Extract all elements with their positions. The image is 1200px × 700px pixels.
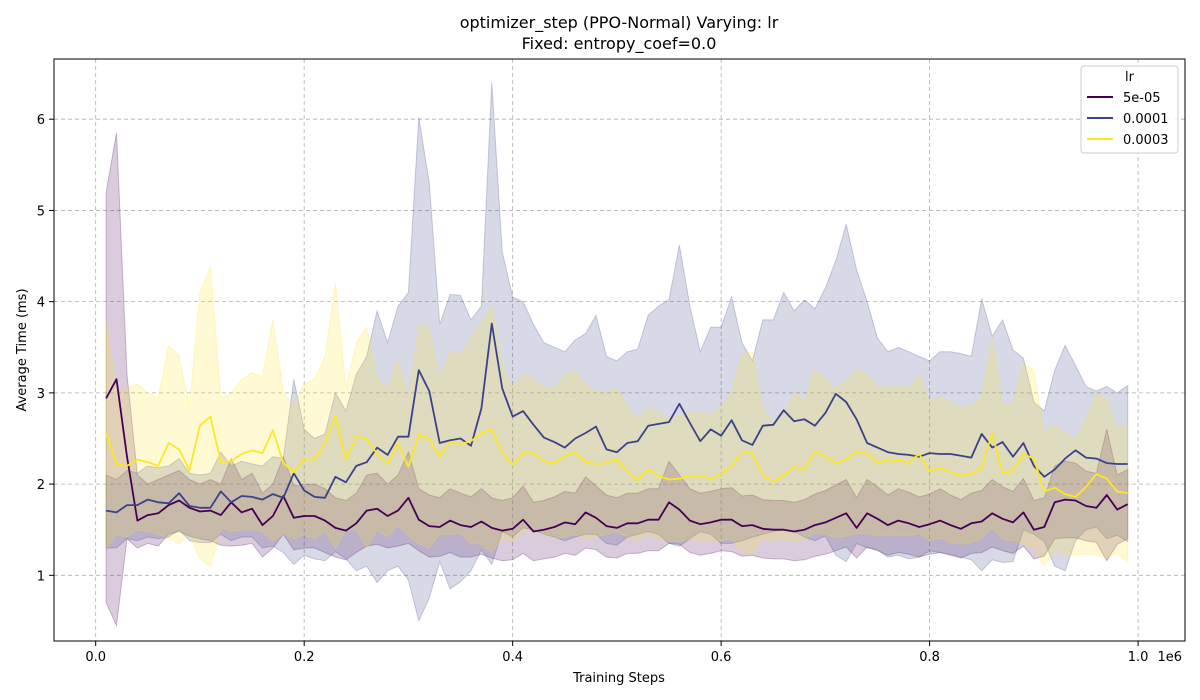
band-0.0003 <box>105 266 1129 568</box>
y-axis-label: Average Time (ms) <box>15 288 30 411</box>
legend-item-label: 0.0003 <box>1123 133 1169 148</box>
x-tick-label: 0.8 <box>919 650 940 665</box>
y-tick-label: 6 <box>37 113 45 128</box>
y-tick-label: 3 <box>37 387 45 402</box>
grid <box>54 59 1185 641</box>
y-tick-label: 1 <box>37 569 45 584</box>
series-line-0.0003 <box>105 415 1128 498</box>
y-tick-label: 4 <box>37 296 45 311</box>
legend: lr 5e-05 0.0001 0.0003 <box>1080 65 1179 154</box>
x-tick-label: 1.0 <box>1128 650 1149 665</box>
series-lines <box>105 322 1129 533</box>
legend-item-label: 5e-05 <box>1123 91 1161 106</box>
series-line-5e-05 <box>105 378 1129 533</box>
x-axis-label: Training Steps <box>572 671 665 686</box>
legend-title: lr <box>1125 70 1135 85</box>
series-line-0.0001 <box>105 322 1128 514</box>
legend-item-label: 0.0001 <box>1123 112 1169 127</box>
y-tick-label: 5 <box>37 204 45 219</box>
x-tick-label: 0.0 <box>85 650 106 665</box>
legend-box <box>1080 65 1179 154</box>
axis-ticks: 0.0 0.2 0.4 0.6 0.8 1.0 1 2 3 4 5 6 <box>37 113 1149 665</box>
y-tick-label: 2 <box>37 478 45 493</box>
chart-title-line2: Fixed: entropy_coef=0.0 <box>522 34 717 54</box>
band-0.0001 <box>105 82 1129 623</box>
confidence-bands <box>105 82 1129 628</box>
x-tick-label: 0.6 <box>711 650 732 665</box>
chart-title-line1: optimizer_step (PPO-Normal) Varying: lr <box>460 13 779 33</box>
x-axis-offset-label: 1e6 <box>1157 650 1182 665</box>
band-5e-05 <box>105 132 1129 628</box>
plot-frame <box>53 58 1186 642</box>
x-tick-label: 0.4 <box>502 650 523 665</box>
x-tick-label: 0.2 <box>294 650 315 665</box>
